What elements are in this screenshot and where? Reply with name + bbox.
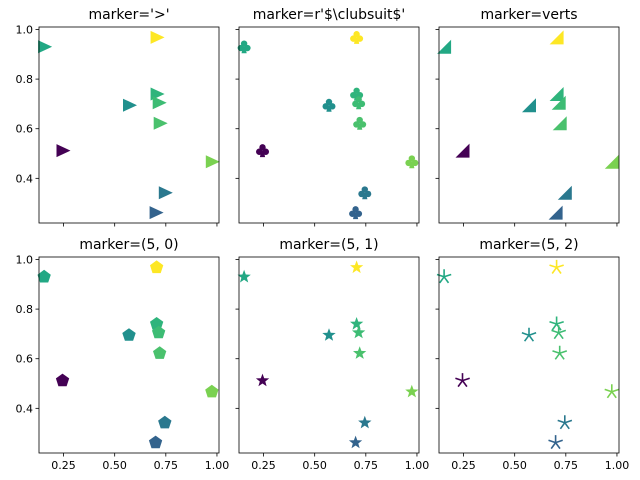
data-point-4 bbox=[348, 435, 363, 449]
data-point-5 bbox=[150, 260, 164, 274]
axes-frame bbox=[438, 256, 620, 454]
data-point-5 bbox=[350, 31, 364, 44]
y-tick-label: 1.0 bbox=[16, 23, 34, 36]
data-point-5 bbox=[549, 30, 564, 45]
data-point-8 bbox=[552, 345, 568, 360]
x-tick-label: 0.25 bbox=[51, 459, 76, 472]
data-point-4 bbox=[548, 435, 563, 450]
data-point-4 bbox=[349, 206, 363, 220]
x-tick-label: 0.25 bbox=[251, 459, 276, 472]
data-point-1 bbox=[38, 40, 53, 54]
x-tick-label: 0.75 bbox=[354, 459, 379, 472]
panel-title: marker=(5, 1) bbox=[279, 237, 378, 253]
data-point-3 bbox=[322, 98, 336, 112]
panel-3: marker=verts bbox=[435, 7, 620, 227]
y-tick-label: 0.8 bbox=[16, 303, 34, 316]
data-point-3 bbox=[122, 328, 136, 341]
data-point-5 bbox=[549, 259, 564, 274]
x-tick-label: 1.00 bbox=[205, 459, 230, 472]
data-point-8 bbox=[353, 346, 367, 359]
data-point-9 bbox=[358, 186, 372, 200]
data-point-8 bbox=[353, 116, 367, 130]
data-point-1 bbox=[37, 269, 51, 283]
x-tick-label: 0.75 bbox=[154, 459, 179, 472]
data-point-5 bbox=[150, 30, 165, 44]
data-point-3 bbox=[123, 98, 137, 112]
data-point-7 bbox=[551, 325, 567, 340]
data-point-7 bbox=[152, 325, 166, 339]
x-tick-label: 1.00 bbox=[405, 459, 430, 472]
panel-title: marker=(5, 0) bbox=[79, 237, 178, 253]
panel-5: marker=(5, 1) 0.25 0.50 0.75 1.00 bbox=[235, 237, 430, 472]
data-point-8 bbox=[153, 346, 167, 359]
x-tick-label: 0.25 bbox=[451, 459, 476, 472]
data-point-9 bbox=[557, 185, 572, 200]
x-tick-label: 0.50 bbox=[102, 459, 127, 472]
data-point-10 bbox=[604, 154, 619, 169]
data-point-7 bbox=[551, 95, 566, 110]
panel-1: marker='>' 0.4 0.6 0.8 1.0 bbox=[16, 7, 220, 227]
data-point-6 bbox=[350, 317, 364, 330]
data-point-6 bbox=[150, 317, 164, 330]
data-point-3 bbox=[521, 327, 537, 342]
panel-title: marker=verts bbox=[480, 7, 577, 23]
data-point-10 bbox=[205, 155, 220, 169]
data-point-3 bbox=[322, 328, 336, 341]
data-point-4 bbox=[149, 206, 164, 220]
data-point-2 bbox=[256, 144, 270, 158]
data-point-2 bbox=[455, 373, 470, 388]
y-tick-label: 0.4 bbox=[16, 172, 34, 185]
panel-4: marker=(5, 0) 0.25 0.50 0.75 1.00 0.4 0.6 0.8 1.… bbox=[16, 237, 230, 472]
data-point-5 bbox=[350, 260, 364, 274]
data-point-10 bbox=[405, 384, 419, 398]
panel-6: marker=(5, 2) 0.25 0.50 0.75 1.00 bbox=[435, 237, 630, 472]
x-tick-label: 0.75 bbox=[554, 459, 579, 472]
data-point-8 bbox=[153, 116, 168, 130]
data-point-1 bbox=[237, 269, 251, 283]
data-point-10 bbox=[604, 384, 620, 399]
data-point-2 bbox=[455, 143, 470, 158]
panel-title: marker=(5, 2) bbox=[479, 237, 578, 253]
x-tick-label: 1.00 bbox=[605, 459, 630, 472]
data-point-8 bbox=[552, 116, 567, 131]
data-point-2 bbox=[56, 144, 71, 158]
data-point-4 bbox=[148, 435, 163, 449]
data-point-7 bbox=[352, 96, 366, 110]
data-point-9 bbox=[158, 415, 172, 429]
data-point-4 bbox=[548, 205, 563, 220]
y-tick-label: 1.0 bbox=[16, 253, 34, 266]
axes-frame bbox=[38, 256, 220, 454]
data-point-9 bbox=[158, 186, 173, 200]
y-tick-label: 0.6 bbox=[16, 353, 34, 366]
axes-frame bbox=[238, 256, 420, 454]
y-tick-label: 0.4 bbox=[16, 402, 34, 415]
data-point-6 bbox=[549, 316, 564, 331]
y-tick-label: 0.6 bbox=[16, 123, 34, 136]
x-tick-label: 0.50 bbox=[502, 459, 527, 472]
data-point-9 bbox=[358, 415, 372, 429]
data-point-7 bbox=[152, 96, 167, 110]
data-point-2 bbox=[55, 373, 70, 387]
data-point-7 bbox=[352, 325, 366, 339]
panel-2: marker=r'$\clubsuit$' bbox=[235, 7, 420, 227]
data-point-6 bbox=[549, 87, 564, 101]
axes-frame bbox=[38, 26, 220, 224]
x-tick-label: 0.50 bbox=[302, 459, 327, 472]
y-tick-label: 0.8 bbox=[16, 73, 34, 86]
data-point-2 bbox=[255, 373, 270, 387]
panel-title: marker='>' bbox=[88, 7, 169, 23]
axes-frame bbox=[238, 26, 420, 224]
data-point-3 bbox=[522, 98, 536, 113]
data-point-10 bbox=[205, 384, 219, 398]
data-point-9 bbox=[557, 415, 573, 430]
data-point-1 bbox=[437, 39, 452, 54]
data-point-1 bbox=[237, 40, 251, 54]
data-point-1 bbox=[436, 269, 452, 284]
panel-title: marker=r'$\clubsuit$' bbox=[253, 7, 406, 23]
axes-frame bbox=[438, 26, 620, 224]
data-point-10 bbox=[405, 155, 419, 169]
